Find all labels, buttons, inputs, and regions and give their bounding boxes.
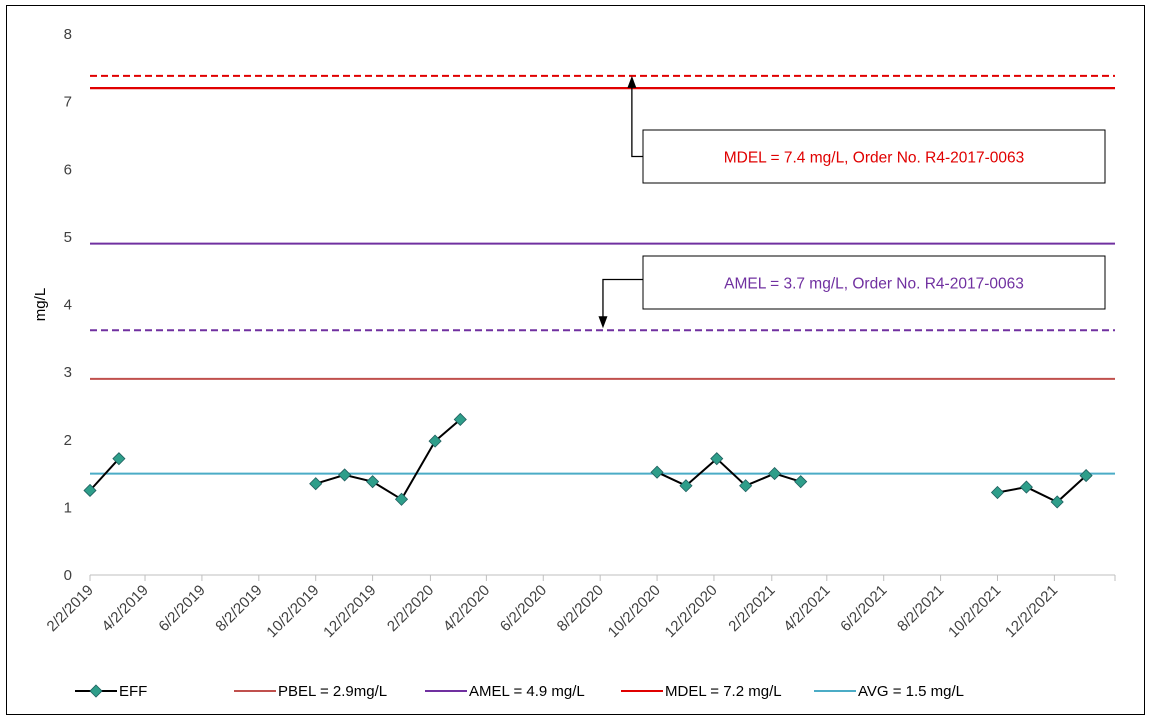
annotation-arrowhead <box>627 75 637 88</box>
eff-data-point <box>309 477 323 491</box>
eff-data-point <box>679 479 693 493</box>
x-tick-label: 10/2/2019 <box>263 582 322 641</box>
y-tick-label: 0 <box>64 567 72 584</box>
eff-series-line <box>997 474 1087 504</box>
x-tick-label: 10/2/2021 <box>945 582 1004 641</box>
eff-data-point <box>366 475 380 489</box>
x-tick-label: 4/2/2019 <box>99 582 152 635</box>
y-tick-label: 1 <box>64 499 72 516</box>
x-tick-label: 8/2/2021 <box>894 582 947 635</box>
eff-data-point <box>83 483 97 498</box>
eff-data-point <box>794 475 808 489</box>
x-tick-label: 2/2/2019 <box>44 582 97 635</box>
y-tick-label: 3 <box>64 364 72 381</box>
legend-marker <box>89 684 103 698</box>
eff-data-point <box>768 466 782 481</box>
x-tick-label: 8/2/2019 <box>212 582 265 635</box>
legend-group: EFF PBEL = 2.9mg/L AMEL = 4.9 mg/L MDEL = 7… <box>75 683 964 700</box>
eff-data-point <box>1079 469 1093 483</box>
eff-data-point <box>453 412 467 427</box>
x-tick-label: 6/2/2020 <box>497 582 550 635</box>
y-axis-label: mg/L <box>32 288 49 321</box>
annotation-arrow <box>602 278 643 321</box>
eff-series-line <box>315 418 461 501</box>
eff-data-point <box>112 452 126 466</box>
annotation-box <box>642 255 1106 310</box>
legend-label: EFF <box>119 683 147 700</box>
annotation-box <box>642 129 1106 184</box>
legend-label: PBEL = 2.9mg/L <box>278 683 387 700</box>
eff-data-point <box>1050 495 1064 509</box>
annotation-arrowhead <box>598 316 608 329</box>
legend-label: AMEL = 4.9 mg/L <box>469 683 585 700</box>
x-tick-label: 12/2/2020 <box>662 582 721 641</box>
x-tick-label: 12/2/2019 <box>320 582 379 641</box>
x-tick-label: 8/2/2020 <box>554 582 607 635</box>
eff-series-line <box>89 458 120 492</box>
y-tick-label: 5 <box>64 229 72 246</box>
eff-data-point <box>394 492 409 506</box>
x-tick-label: 12/2/2021 <box>1002 582 1061 641</box>
eff-data-point <box>428 434 442 448</box>
x-tick-label: 2/2/2020 <box>384 582 437 635</box>
eff-data-point <box>990 485 1005 500</box>
legend-label: AVG = 1.5 mg/L <box>858 683 964 700</box>
annotation-text: AMEL = 3.7 mg/L, Order No. R4-2017-0063 <box>724 276 1024 293</box>
eff-data-point <box>338 468 352 482</box>
y-tick-label: 6 <box>64 161 72 178</box>
eff-data-point <box>739 479 753 493</box>
legend-label: MDEL = 7.2 mg/L <box>665 683 782 700</box>
eff-data-point <box>650 465 664 479</box>
x-tick-label: 2/2/2021 <box>725 582 778 635</box>
y-tick-label: 7 <box>64 94 72 111</box>
x-tick-label: 4/2/2020 <box>440 582 493 635</box>
x-tick-label: 4/2/2021 <box>780 582 833 635</box>
series-group <box>83 86 1115 509</box>
eff-data-point <box>710 452 724 466</box>
y-tick-label: 2 <box>64 432 72 449</box>
annotation-text: MDEL = 7.4 mg/L, Order No. R4-2017-0063 <box>724 150 1025 167</box>
reference-lines-group <box>90 74 1115 332</box>
x-tick-label: 10/2/2020 <box>605 582 664 641</box>
y-tick-label: 8 <box>64 26 72 43</box>
y-tick-label: 4 <box>64 297 72 314</box>
x-tick-label: 6/2/2019 <box>155 582 208 635</box>
x-tick-label: 6/2/2021 <box>837 582 890 635</box>
eff-data-point <box>1019 480 1033 494</box>
annotations-group: MDEL = 7.4 mg/L, Order No. R4-2017-0063 A… <box>598 75 1106 329</box>
annotation-arrow <box>631 85 643 158</box>
chart-frame <box>6 5 1145 715</box>
axes-group: 0 1 2 3 4 5 6 7 8 2/2/2019 4/2/2019 6/2/2019 8/2/201… <box>44 26 1116 641</box>
